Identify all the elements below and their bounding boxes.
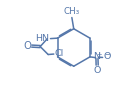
Text: HN: HN	[35, 34, 49, 43]
Text: −: −	[104, 52, 110, 58]
Text: O: O	[104, 52, 111, 61]
Text: Cl: Cl	[54, 49, 64, 58]
Text: O: O	[23, 41, 31, 51]
Text: +: +	[96, 52, 102, 58]
Text: CH₃: CH₃	[64, 7, 80, 16]
Text: O: O	[94, 66, 101, 75]
Text: N: N	[94, 52, 100, 61]
